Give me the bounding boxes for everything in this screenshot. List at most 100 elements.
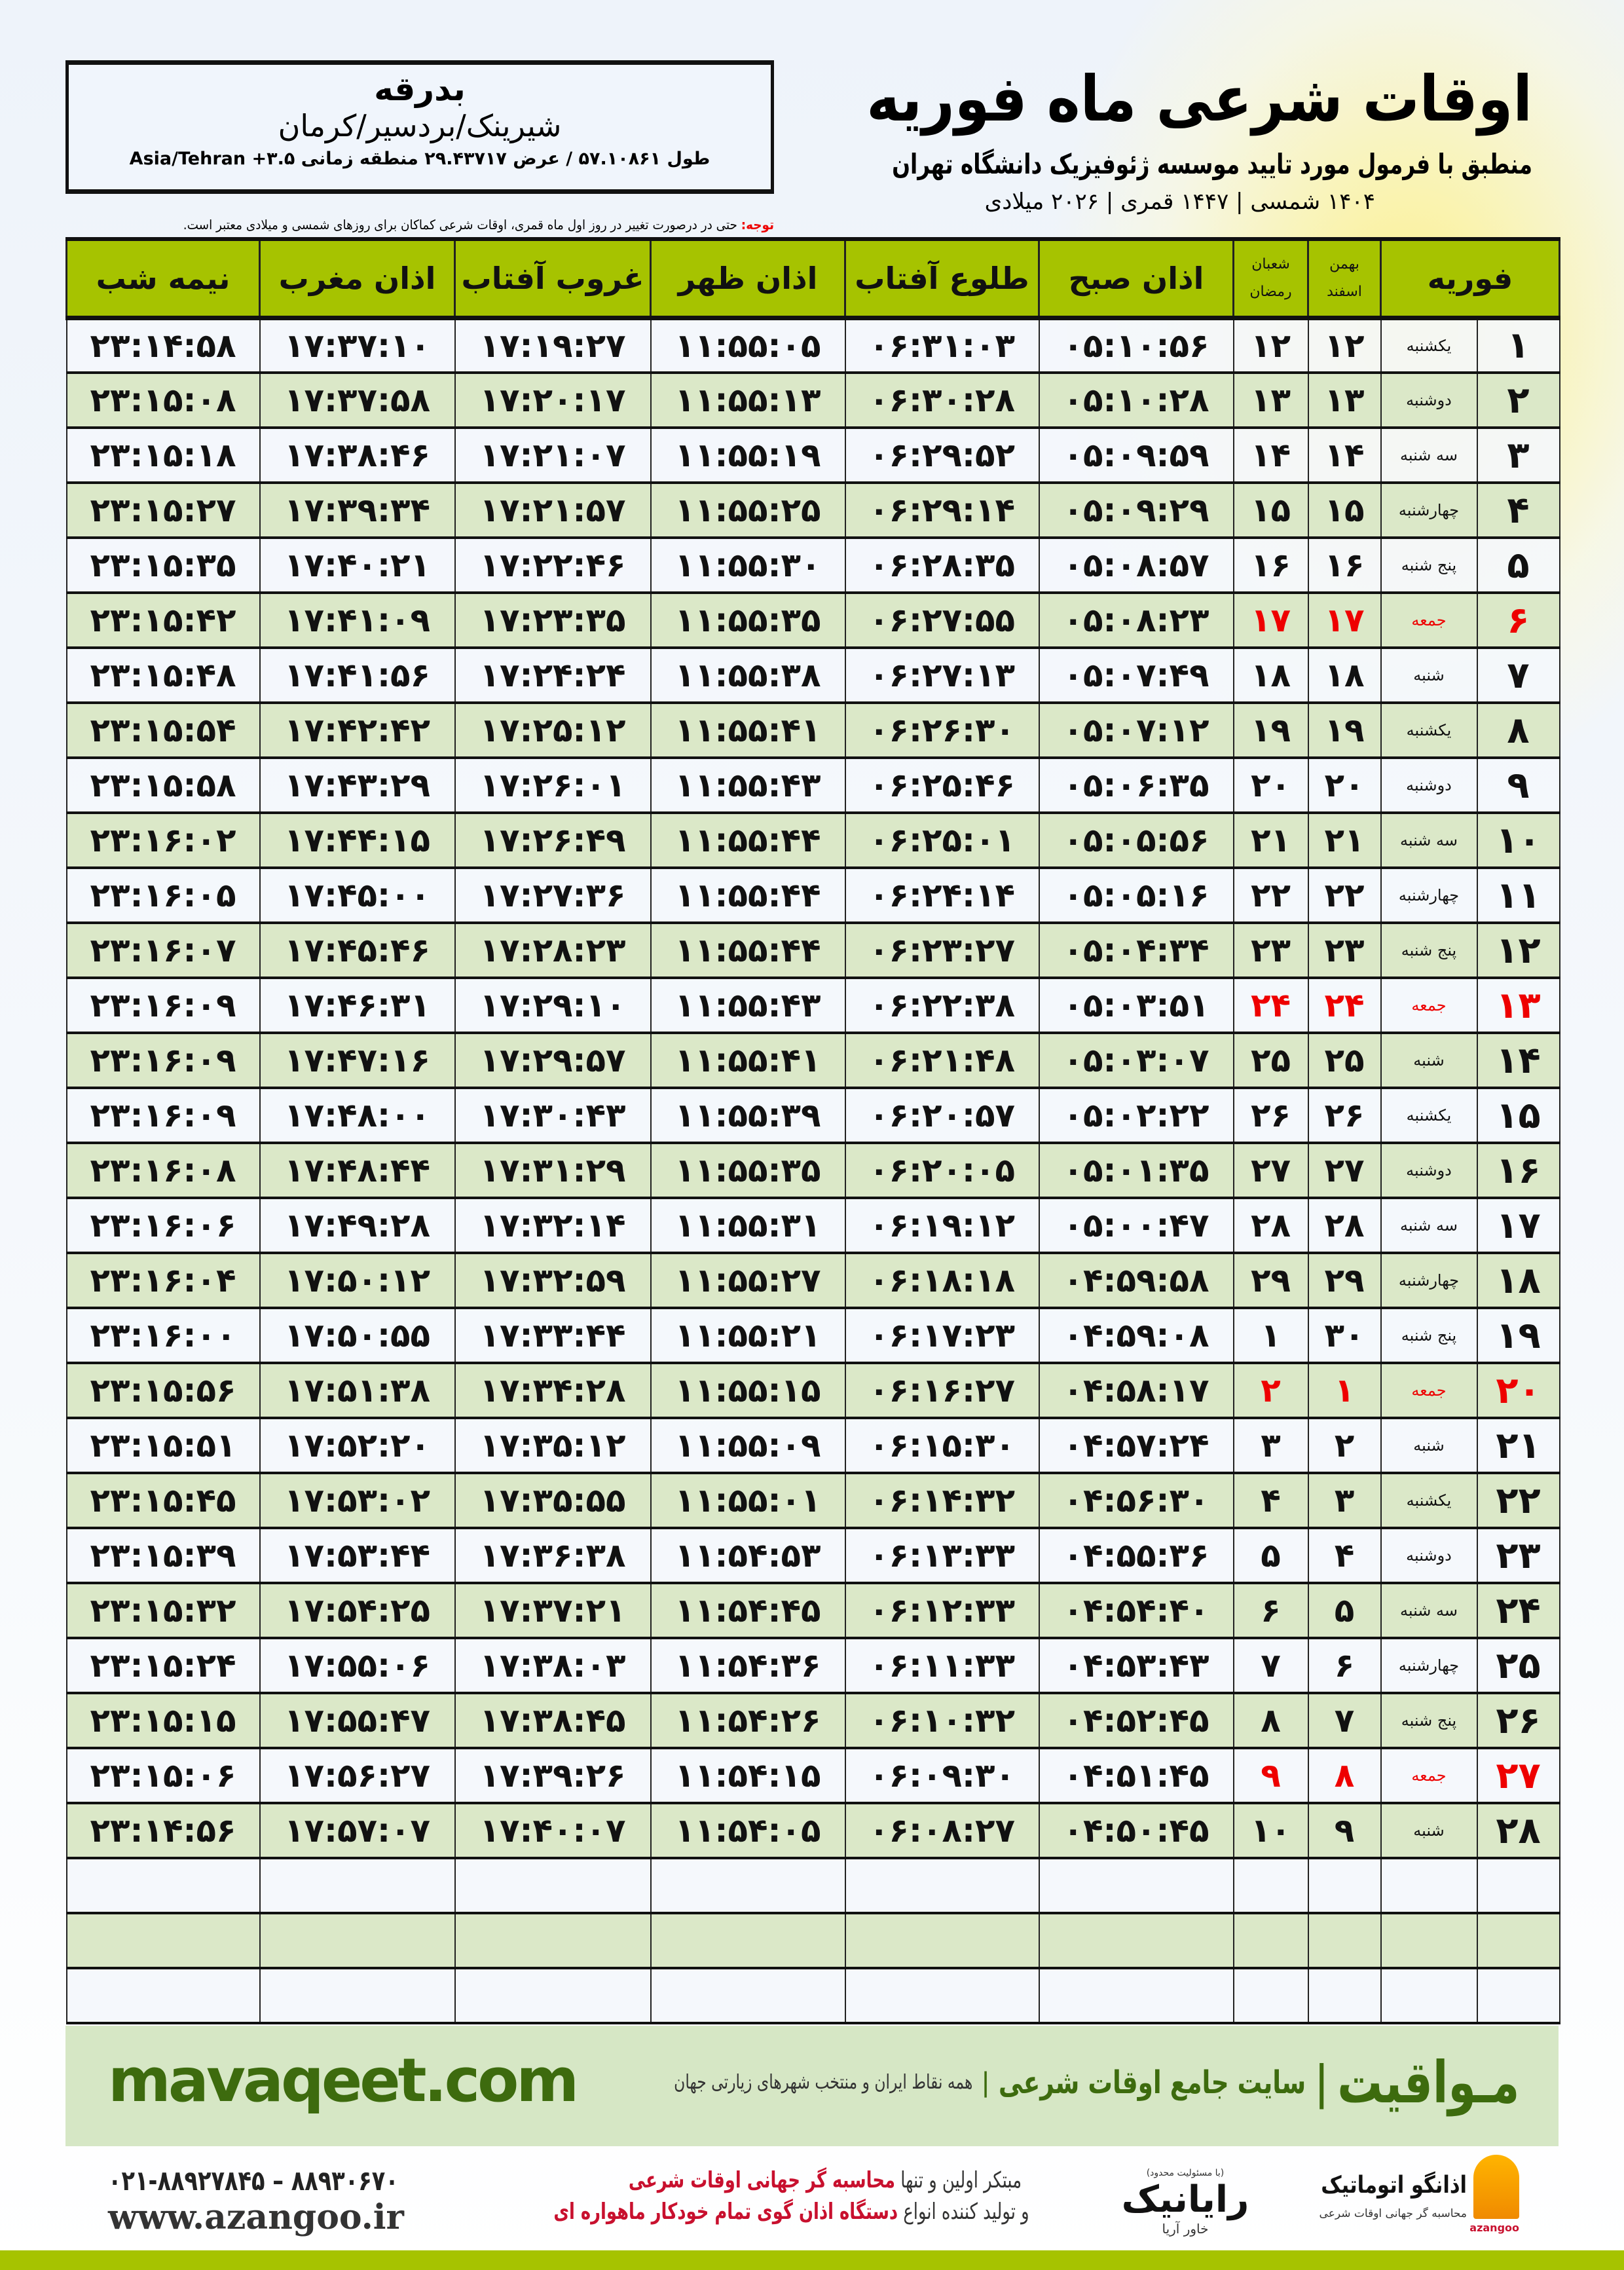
midnight-time: ۲۳:۱۶:۰۹	[65, 1032, 261, 1089]
day-number: ۱۸	[1476, 1252, 1560, 1309]
table-row: ۲۴ سه شنبه ۵ ۶ ۰۴:۵۴:۴۰ ۰۶:۱۲:۳۳ ۱۱:۵۴:۴۵ ۱۷:۳۷…	[65, 1582, 1560, 1639]
day-number: ۲	[1476, 372, 1560, 429]
sunset-time: ۱۷:۳۸:۴۵	[454, 1692, 652, 1749]
sunset-time: ۱۷:۲۸:۲۳	[454, 922, 652, 979]
header-bahman: بهمن	[1329, 255, 1359, 272]
maghrib-time: ۱۷:۵۵:۰۶	[259, 1637, 456, 1694]
weekday: دوشنبه	[1380, 1142, 1478, 1199]
mavaqeet-banner: mavaqeet.com مـواقیت | سایت جامع اوقات ش…	[65, 2026, 1559, 2146]
day-number: ۲۰	[1476, 1362, 1560, 1419]
header-midnight: نیمه شب	[65, 237, 261, 320]
sunrise-time: ۰۶:۲۰:۰۵	[844, 1142, 1040, 1199]
dhuhr-time: ۱۱:۵۴:۴۵	[650, 1582, 846, 1639]
qamari-day: ۱۸	[1232, 647, 1309, 704]
qamari-day: ۱۳	[1232, 372, 1309, 429]
dhuhr-time: ۱۱:۵۴:۵۳	[650, 1527, 846, 1584]
dhuhr-time: ۱۱:۵۵:۰۱	[650, 1472, 846, 1529]
qamari-day: ۱۶	[1232, 537, 1309, 594]
empty-cell	[454, 1857, 652, 1914]
sunrise-time: ۰۶:۰۸:۲۷	[844, 1802, 1040, 1859]
day-number: ۲۵	[1476, 1637, 1560, 1694]
mavaqeet-tagline: سایت جامع اوقات شرعی	[998, 2064, 1306, 2101]
table-row: ۲۶ پنج شنبه ۷ ۸ ۰۴:۵۲:۴۵ ۰۶:۱۰:۳۲ ۱۱:۵۴:۲۶ ۱۷:۳…	[65, 1692, 1560, 1749]
empty-cell	[1476, 1912, 1560, 1969]
qamari-day: ۷	[1232, 1637, 1309, 1694]
day-number: ۲۶	[1476, 1692, 1560, 1749]
qamari-day: ۲۷	[1232, 1142, 1309, 1199]
shamsi-day: ۹	[1307, 1802, 1382, 1859]
table-row: ۲۳ دوشنبه ۴ ۵ ۰۴:۵۵:۳۶ ۰۶:۱۳:۳۳ ۱۱:۵۴:۵۳ ۱۷:۳۶:…	[65, 1527, 1560, 1584]
table-row: ۱۷ سه شنبه ۲۸ ۲۸ ۰۵:۰۰:۴۷ ۰۶:۱۹:۱۲ ۱۱:۵۵:۳۱ ۱۷:…	[65, 1197, 1560, 1254]
sunrise-time: ۰۶:۱۵:۳۰	[844, 1417, 1040, 1474]
midnight-time: ۲۳:۱۵:۳۵	[65, 537, 261, 594]
mavaqeet-tagline2: همه نقاط ایران و منتخب شهرهای زیارتی جها…	[673, 2071, 972, 2094]
dhuhr-time: ۱۱:۵۵:۳۵	[650, 592, 846, 649]
empty-cell	[650, 1857, 846, 1914]
empty-cell	[259, 1967, 456, 2024]
qamari-day: ۸	[1232, 1692, 1309, 1749]
dhuhr-time: ۱۱:۵۴:۱۵	[650, 1747, 846, 1804]
qamari-day: ۱۰	[1232, 1802, 1309, 1859]
fajr-time: ۰۵:۰۵:۵۶	[1038, 812, 1234, 869]
header-esfand: اسفند	[1327, 283, 1362, 300]
weekday: دوشنبه	[1380, 372, 1478, 429]
dhuhr-time: ۱۱:۵۵:۳۹	[650, 1087, 846, 1144]
sunrise-time: ۰۶:۲۷:۵۵	[844, 592, 1040, 649]
weekday: شنبه	[1380, 1802, 1478, 1859]
maghrib-time: ۱۷:۵۱:۳۸	[259, 1362, 456, 1419]
shamsi-day: ۱	[1307, 1362, 1382, 1419]
qamari-day: ۱۵	[1232, 482, 1309, 539]
sunrise-time: ۰۶:۰۹:۳۰	[844, 1747, 1040, 1804]
day-number: ۲۱	[1476, 1417, 1560, 1474]
midnight-time: ۲۳:۱۵:۰۸	[65, 372, 261, 429]
mavaqeet-logo: مـواقیت	[1337, 2049, 1519, 2116]
maghrib-time: ۱۷:۵۰:۵۵	[259, 1307, 456, 1364]
dhuhr-time: ۱۱:۵۵:۰۹	[650, 1417, 846, 1474]
empty-cell	[1380, 1912, 1478, 1969]
weekday: چهارشنبه	[1380, 1637, 1478, 1694]
maghrib-time: ۱۷:۳۷:۵۸	[259, 372, 456, 429]
weekday: جمعه	[1380, 1747, 1478, 1804]
fajr-time: ۰۵:۰۰:۴۷	[1038, 1197, 1234, 1254]
table-row: ۶ جمعه ۱۷ ۱۷ ۰۵:۰۸:۲۳ ۰۶:۲۷:۵۵ ۱۱:۵۵:۳۵ ۱۷:۲۳:۳…	[65, 592, 1560, 649]
rayanik-small: (با مسئولیت محدود)	[1146, 2168, 1225, 2178]
sunset-time: ۱۷:۳۳:۴۴	[454, 1307, 652, 1364]
sunrise-time: ۰۶:۲۵:۰۱	[844, 812, 1040, 869]
shamsi-day: ۱۳	[1307, 372, 1382, 429]
day-number: ۱۳	[1476, 977, 1560, 1034]
maghrib-time: ۱۷:۴۲:۴۲	[259, 702, 456, 759]
header-maghrib: اذان مغرب	[259, 237, 456, 320]
promo-line2-a: و تولید کننده انواع	[898, 2199, 1029, 2225]
dhuhr-time: ۱۱:۵۵:۳۰	[650, 537, 846, 594]
weekday: سه شنبه	[1380, 1197, 1478, 1254]
azangoo-url[interactable]: www.azangoo.ir	[108, 2197, 404, 2237]
fajr-time: ۰۵:۱۰:۵۶	[1038, 317, 1234, 374]
shamsi-day: ۱۸	[1307, 647, 1382, 704]
shamsi-day: ۷	[1307, 1692, 1382, 1749]
dhuhr-time: ۱۱:۵۵:۴۴	[650, 812, 846, 869]
weekday: سه شنبه	[1380, 812, 1478, 869]
empty-cell	[1232, 1967, 1309, 2024]
table-row: ۹ دوشنبه ۲۰ ۲۰ ۰۵:۰۶:۳۵ ۰۶:۲۵:۴۶ ۱۱:۵۵:۴۳ ۱۷:۲۶…	[65, 757, 1560, 814]
year-line: ۱۴۰۴ شمسی | ۱۴۴۷ قمری | ۲۰۲۶ میلادی	[984, 189, 1375, 215]
shamsi-day: ۶	[1307, 1637, 1382, 1694]
day-number: ۵	[1476, 537, 1560, 594]
day-number: ۱۷	[1476, 1197, 1560, 1254]
shamsi-day: ۲۴	[1307, 977, 1382, 1034]
bottom-bar	[0, 2250, 1624, 2270]
table-row: ۷ شنبه ۱۸ ۱۸ ۰۵:۰۷:۴۹ ۰۶:۲۷:۱۳ ۱۱:۵۵:۳۸ ۱۷:۲۴:۲…	[65, 647, 1560, 704]
maghrib-time: ۱۷:۴۳:۲۹	[259, 757, 456, 814]
midnight-time: ۲۳:۱۵:۲۴	[65, 1637, 261, 1694]
empty-cell	[454, 1912, 652, 1969]
dhuhr-time: ۱۱:۵۵:۴۱	[650, 702, 846, 759]
mavaqeet-url[interactable]: mavaqeet.com	[108, 2045, 579, 2115]
promo-line1-a: مبتکر اولین و تنها	[895, 2167, 1022, 2193]
maghrib-time: ۱۷:۴۰:۲۱	[259, 537, 456, 594]
day-number: ۴	[1476, 482, 1560, 539]
midnight-time: ۲۳:۱۵:۵۸	[65, 757, 261, 814]
minaret-icon	[1473, 2155, 1519, 2219]
header-ramadan: رمضان	[1249, 283, 1292, 300]
shamsi-day: ۱۶	[1307, 537, 1382, 594]
shamsi-day: ۱۴	[1307, 427, 1382, 484]
sunset-time: ۱۷:۳۵:۵۵	[454, 1472, 652, 1529]
